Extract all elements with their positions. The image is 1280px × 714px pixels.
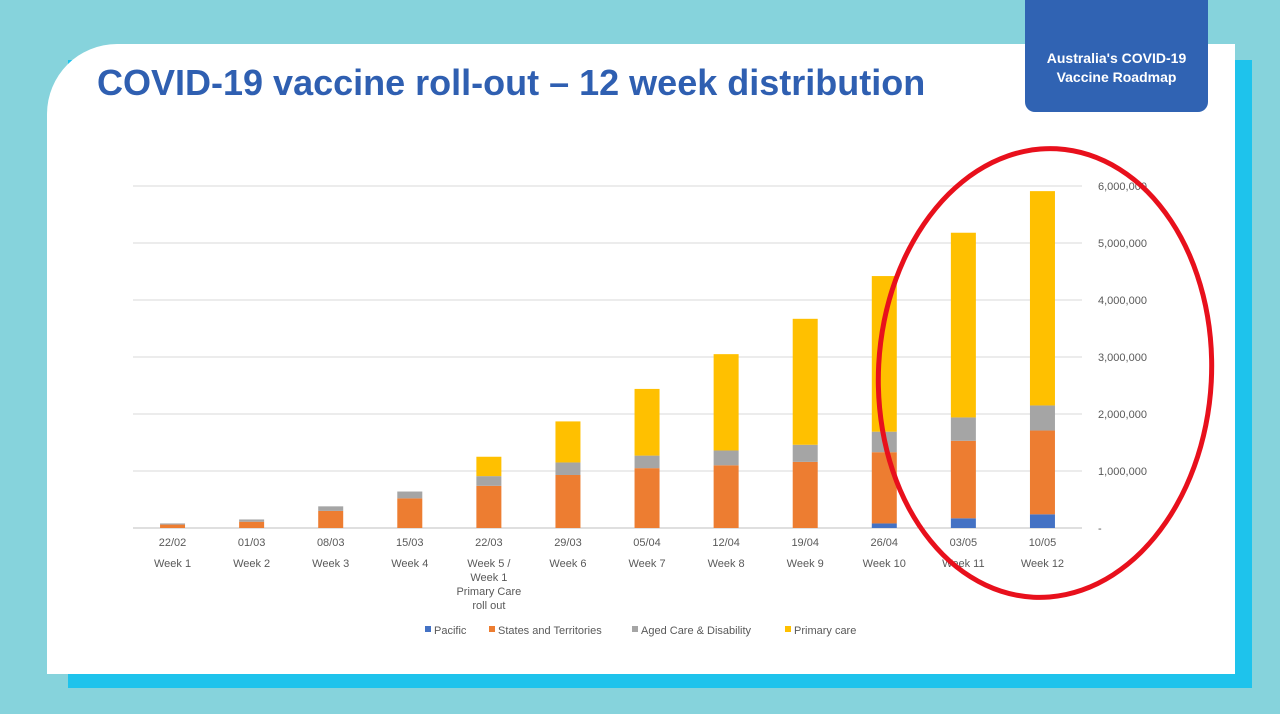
bar-states-and-territories [713, 465, 739, 528]
y-tick-label: 5,000,000 [1098, 238, 1147, 250]
y-tick-label: 4,000,000 [1098, 295, 1147, 307]
legend-swatch [785, 626, 791, 632]
bar-aged-care-disability [239, 519, 265, 522]
legend-label: Primary care [794, 625, 856, 637]
x-week-label: Week 4 [391, 558, 428, 570]
x-week-label: Week 3 [312, 558, 349, 570]
x-date-label: 22/03 [475, 537, 503, 549]
x-week-label: Week 5 / [467, 558, 511, 570]
x-date-label: 03/05 [950, 537, 978, 549]
legend-label: Pacific [434, 625, 467, 637]
x-week-label: Week 8 [708, 558, 745, 570]
x-date-label: 15/03 [396, 537, 424, 549]
bar-states-and-territories [871, 452, 897, 524]
bar-aged-care-disability [1029, 405, 1055, 431]
y-tick-label: 6,000,000 [1098, 181, 1147, 193]
x-date-label: 08/03 [317, 537, 345, 549]
bar-pacific [1029, 514, 1055, 528]
x-week-label: Week 10 [863, 558, 906, 570]
bar-primary-care [634, 388, 660, 456]
x-week-label: Week 9 [787, 558, 824, 570]
bar-aged-care-disability [950, 417, 976, 441]
bar-aged-care-disability [397, 491, 423, 499]
bar-pacific [871, 523, 897, 528]
bar-aged-care-disability [318, 506, 344, 511]
bar-aged-care-disability [634, 455, 660, 469]
bar-aged-care-disability [792, 444, 818, 462]
x-date-label: 10/05 [1029, 537, 1057, 549]
y-tick-label: 1,000,000 [1098, 466, 1147, 478]
bar-aged-care-disability [555, 462, 581, 475]
legend-swatch [489, 626, 495, 632]
x-date-label: 22/02 [159, 537, 187, 549]
bar-primary-care [713, 354, 739, 451]
roadmap-badge: Australia's COVID-19 Vaccine Roadmap [1025, 0, 1208, 112]
x-week-label: Week 6 [549, 558, 586, 570]
bar-states-and-territories [397, 498, 423, 528]
y-tick-label: - [1098, 523, 1102, 535]
x-date-label: 26/04 [871, 537, 899, 549]
bar-states-and-territories [160, 524, 186, 528]
bar-states-and-territories [476, 485, 502, 528]
bar-states-and-territories [792, 461, 818, 528]
bar-states-and-territories [950, 440, 976, 519]
x-date-label: 01/03 [238, 537, 266, 549]
x-week-label: roll out [472, 600, 505, 612]
x-week-label: Week 11 [942, 558, 984, 570]
bar-aged-care-disability [871, 431, 897, 453]
x-week-label: Week 1 [154, 558, 191, 570]
slide-title: COVID-19 vaccine roll-out – 12 week dist… [97, 62, 926, 103]
bar-aged-care-disability [160, 523, 186, 525]
roadmap-badge-line1: Australia's COVID-19 [1046, 50, 1187, 66]
legend-swatch [425, 626, 431, 632]
roadmap-badge-line2: Vaccine Roadmap [1056, 69, 1177, 85]
legend-label: States and Territories [498, 625, 602, 637]
bar-states-and-territories [318, 510, 344, 528]
legend-swatch [632, 626, 638, 632]
x-week-label: Week 12 [1021, 558, 1064, 570]
x-week-label: Week 1 [470, 572, 507, 584]
bar-primary-care [792, 318, 818, 445]
bar-states-and-territories [1029, 430, 1055, 515]
bar-pacific [950, 518, 976, 528]
legend-label: Aged Care & Disability [641, 625, 752, 637]
bar-primary-care [871, 276, 897, 432]
x-week-label: Week 7 [628, 558, 665, 570]
x-date-label: 29/03 [554, 537, 582, 549]
x-date-label: 12/04 [712, 537, 740, 549]
x-week-label: Primary Care [456, 586, 521, 598]
x-date-label: 19/04 [791, 537, 819, 549]
x-week-label: Week 2 [233, 558, 270, 570]
bar-primary-care [950, 232, 976, 418]
bar-primary-care [555, 421, 581, 463]
bar-primary-care [1029, 191, 1055, 406]
x-date-label: 05/04 [633, 537, 661, 549]
y-tick-label: 3,000,000 [1098, 352, 1147, 364]
bar-states-and-territories [555, 474, 581, 528]
bar-aged-care-disability [713, 450, 739, 466]
bar-states-and-territories [634, 468, 660, 528]
bar-primary-care [476, 456, 502, 477]
bar-aged-care-disability [476, 476, 502, 486]
y-tick-label: 2,000,000 [1098, 409, 1147, 421]
bar-states-and-territories [239, 521, 265, 528]
